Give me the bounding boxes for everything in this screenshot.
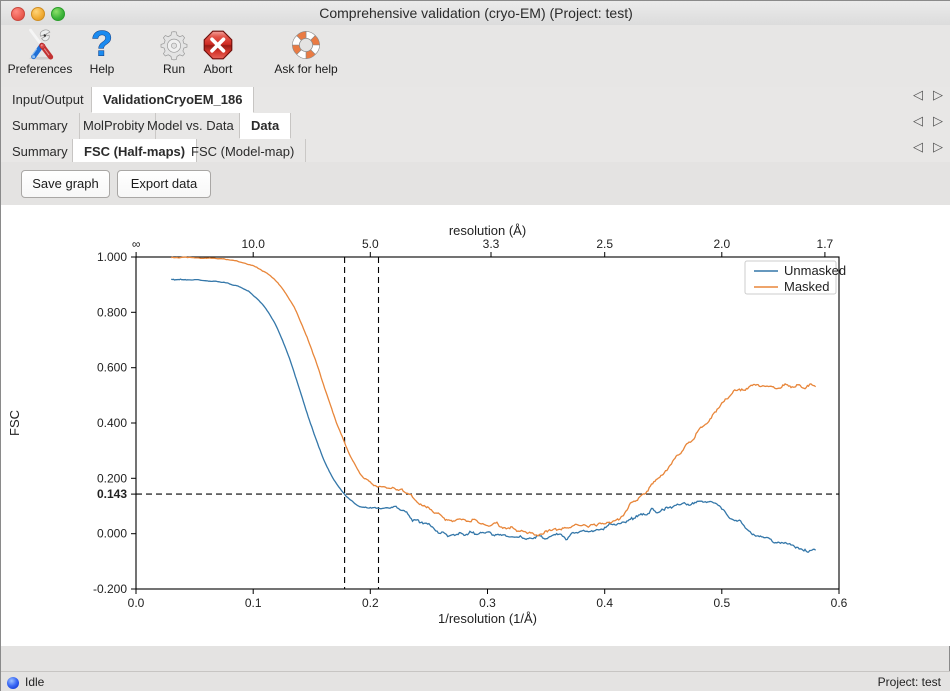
svg-text:Unmasked: Unmasked [784,263,846,278]
svg-text:2.5: 2.5 [596,237,613,251]
svg-text:Masked: Masked [784,279,830,294]
svg-text:resolution (Å): resolution (Å) [449,223,526,238]
svg-text:?: ? [91,28,112,62]
svg-text:1/resolution (1/Å): 1/resolution (1/Å) [438,611,537,626]
svg-text:0.1: 0.1 [245,596,262,610]
svg-text:0.600: 0.600 [97,361,127,375]
svg-text:10.0: 10.0 [242,237,266,251]
svg-text:∞: ∞ [132,237,141,251]
svg-text:5.0: 5.0 [362,237,379,251]
svg-text:1.000: 1.000 [97,250,127,264]
svg-text:0.3: 0.3 [479,596,496,610]
svg-text:1.7: 1.7 [817,237,834,251]
svg-text:2.0: 2.0 [713,237,730,251]
svg-text:0.0: 0.0 [128,596,145,610]
svg-text:0.800: 0.800 [97,305,127,319]
svg-text:0.2: 0.2 [362,596,379,610]
svg-text:0.000: 0.000 [97,527,127,541]
svg-text:0.5: 0.5 [713,596,730,610]
svg-text:0.4: 0.4 [596,596,613,610]
svg-text:0.6: 0.6 [831,596,848,610]
svg-text:0.200: 0.200 [97,471,127,485]
svg-text:3.3: 3.3 [483,237,500,251]
svg-text:FSC: FSC [7,410,22,436]
svg-text:-0.200: -0.200 [93,582,127,596]
svg-text:0.400: 0.400 [97,416,127,430]
svg-text:0.143: 0.143 [97,487,127,501]
